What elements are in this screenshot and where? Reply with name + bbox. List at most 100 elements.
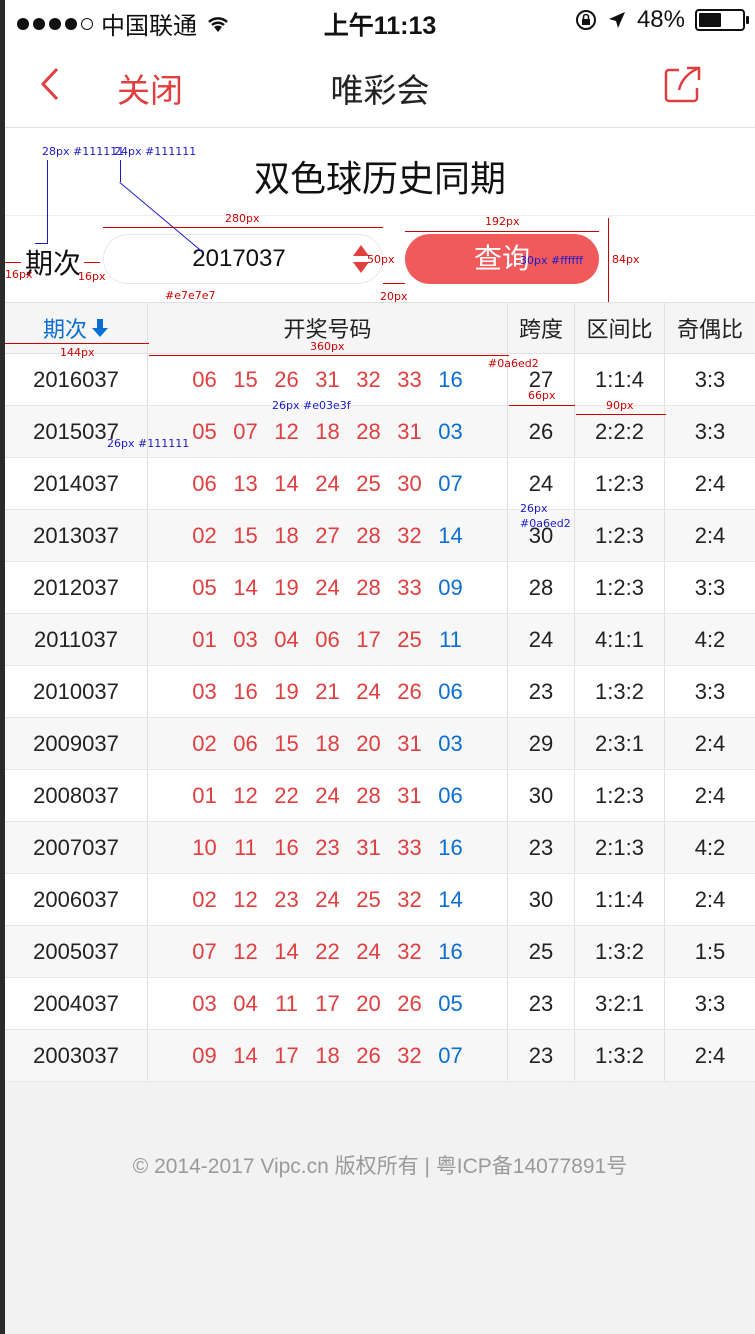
red-ball-number: 16 bbox=[233, 678, 258, 704]
cell-span: 30 bbox=[508, 770, 575, 821]
caret-updown-icon[interactable] bbox=[352, 243, 370, 275]
red-ball-number: 30 bbox=[397, 470, 422, 496]
cell-period: 2008037 bbox=[5, 770, 148, 821]
red-ball-number: 26 bbox=[274, 366, 299, 392]
cell-span: 24 bbox=[508, 458, 575, 509]
table-row: 2009037 02 06 15 18 20 31 03 29 2:3:1 2:4 bbox=[5, 718, 755, 770]
red-ball-number: 15 bbox=[274, 730, 299, 756]
red-ball-number: 14 bbox=[233, 1042, 258, 1068]
cell-parity: 2:4 bbox=[694, 470, 726, 496]
cell-numbers: 03 16 19 21 24 26 06 bbox=[148, 666, 508, 717]
period-select[interactable]: 2017037 bbox=[103, 234, 383, 284]
red-ball-number: 13 bbox=[233, 470, 258, 496]
cell-period: 2005037 bbox=[5, 926, 148, 977]
red-ball-number: 33 bbox=[397, 574, 422, 600]
cell-zone: 1:2:3 bbox=[575, 562, 665, 613]
header-period[interactable]: 期次 bbox=[5, 303, 148, 353]
red-ball-number: 28 bbox=[356, 782, 381, 808]
status-bar: 中国联通 上午11:13 48% bbox=[5, 0, 755, 40]
red-ball-number: 33 bbox=[397, 834, 422, 860]
header-period-label: 期次 bbox=[42, 317, 87, 342]
cell-zone: 1:3:2 bbox=[575, 1030, 665, 1081]
cell-span: 27 bbox=[508, 354, 575, 405]
cell-span: 23 bbox=[508, 1030, 575, 1081]
cell-period: 2016037 bbox=[5, 354, 148, 405]
red-ball-number: 24 bbox=[356, 678, 381, 704]
annotation-line bbox=[149, 355, 509, 356]
table-row: 2006037 02 12 23 24 25 32 14 30 1:1:4 2:4 bbox=[5, 874, 755, 926]
blue-ball-number: 05 bbox=[438, 990, 463, 1016]
cell-parity: 2:4 bbox=[694, 1042, 726, 1068]
cell-span: 30 bbox=[508, 510, 575, 561]
annotation-label: 144px bbox=[60, 346, 95, 359]
red-ball-number: 31 bbox=[397, 418, 422, 444]
cell-parity: 2:4 bbox=[694, 522, 726, 548]
red-ball-number: 23 bbox=[274, 886, 299, 912]
red-ball-number: 07 bbox=[233, 418, 258, 444]
red-ball-number: 14 bbox=[274, 938, 299, 964]
table-row: 2010037 03 16 19 21 24 26 06 23 1:3:2 3:3 bbox=[5, 666, 755, 718]
red-ball-number: 31 bbox=[397, 782, 422, 808]
red-ball-number: 17 bbox=[274, 1042, 299, 1068]
red-ball-number: 28 bbox=[356, 418, 381, 444]
cell-parity: 2:4 bbox=[694, 782, 726, 808]
cell-period: 2012037 bbox=[5, 562, 148, 613]
blue-ball-number: 06 bbox=[438, 678, 463, 704]
red-ball-number: 04 bbox=[274, 626, 299, 652]
annotation-line bbox=[84, 262, 100, 263]
red-ball-number: 10 bbox=[192, 834, 217, 860]
table-row: 2013037 02 15 18 27 28 32 14 30 1:2:3 2:4 bbox=[5, 510, 755, 562]
query-button[interactable]: 查询 bbox=[405, 234, 599, 284]
cell-numbers: 01 12 22 24 28 31 06 bbox=[148, 770, 508, 821]
blue-ball-number: 07 bbox=[438, 470, 463, 496]
table-row: 2016037 06 15 26 31 32 33 16 27 1:1:4 3:3 bbox=[5, 354, 755, 406]
header-span: 跨度 bbox=[508, 303, 575, 353]
back-icon[interactable] bbox=[37, 64, 67, 104]
blue-ball-number: 16 bbox=[438, 834, 463, 860]
cell-period: 2015037 bbox=[5, 406, 148, 457]
signal-dots-icon bbox=[17, 17, 93, 30]
red-ball-number: 02 bbox=[192, 886, 217, 912]
battery-icon bbox=[695, 9, 749, 31]
screen-edge bbox=[0, 0, 5, 1334]
cell-zone: 1:1:4 bbox=[575, 874, 665, 925]
cell-numbers: 06 15 26 31 32 33 16 bbox=[148, 354, 508, 405]
annotation-line bbox=[120, 160, 121, 182]
cell-zone: 1:2:3 bbox=[575, 458, 665, 509]
red-ball-number: 32 bbox=[397, 522, 422, 548]
annotation-line bbox=[47, 160, 48, 244]
red-ball-number: 25 bbox=[397, 626, 422, 652]
cell-zone: 1:2:3 bbox=[575, 510, 665, 561]
red-ball-number: 22 bbox=[315, 938, 340, 964]
red-ball-number: 18 bbox=[274, 522, 299, 548]
status-time: 上午11:13 bbox=[323, 12, 437, 40]
annotation-label: 16px bbox=[78, 270, 106, 283]
red-ball-number: 05 bbox=[192, 574, 217, 600]
annotation-label: 84px bbox=[612, 253, 640, 266]
table-row: 2012037 05 14 19 24 28 33 09 28 1:2:3 3:3 bbox=[5, 562, 755, 614]
close-button[interactable]: 关闭 bbox=[117, 72, 183, 109]
cell-parity: 4:2 bbox=[694, 834, 726, 860]
blue-ball-number: 14 bbox=[438, 886, 463, 912]
red-ball-number: 02 bbox=[192, 522, 217, 548]
share-icon[interactable] bbox=[663, 64, 703, 104]
red-ball-number: 16 bbox=[274, 834, 299, 860]
red-ball-number: 03 bbox=[233, 626, 258, 652]
annotation-label: 280px bbox=[225, 212, 260, 225]
annotation-label: 16px bbox=[5, 268, 33, 281]
page-title: 唯彩会 bbox=[330, 72, 430, 109]
red-ball-number: 32 bbox=[397, 1042, 422, 1068]
cell-zone: 1:3:2 bbox=[575, 666, 665, 717]
red-ball-number: 27 bbox=[315, 522, 340, 548]
red-ball-number: 06 bbox=[233, 730, 258, 756]
cell-numbers: 02 15 18 27 28 32 14 bbox=[148, 510, 508, 561]
blue-ball-number: 07 bbox=[438, 1042, 463, 1068]
annotation-label: #0a6ed2 bbox=[520, 517, 571, 530]
table-row: 2005037 07 12 14 22 24 32 16 25 1:3:2 1:5 bbox=[5, 926, 755, 978]
cell-span: 29 bbox=[508, 718, 575, 769]
cell-span: 26 bbox=[508, 406, 575, 457]
cell-zone: 2:1:3 bbox=[575, 822, 665, 873]
blue-ball-number: 03 bbox=[438, 730, 463, 756]
period-label: 期次 bbox=[25, 248, 82, 279]
red-ball-number: 14 bbox=[274, 470, 299, 496]
